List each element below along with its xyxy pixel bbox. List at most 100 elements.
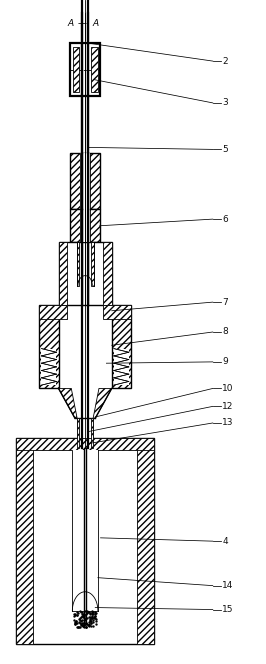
Point (84, 622, 88, 633)
Point (82, 615, 86, 625)
Point (84, 609, 88, 620)
Point (80, 615, 84, 625)
Point (74, 618, 78, 628)
Point (78, 620, 83, 630)
Point (91, 608, 95, 619)
Point (73, 618, 77, 629)
Point (74, 618, 79, 629)
Point (80, 608, 84, 619)
Bar (103, 242, 112, 305)
Point (81, 612, 85, 623)
Bar (112, 305, 131, 388)
Point (88, 616, 92, 626)
Point (89, 618, 93, 628)
Point (73, 610, 77, 621)
Point (88, 614, 92, 624)
Point (73, 609, 77, 620)
Point (89, 606, 94, 617)
Text: 12: 12 (222, 402, 234, 411)
Point (80, 620, 84, 631)
Bar (72, 450, 98, 627)
Bar (80, 153, 90, 209)
Point (87, 617, 92, 627)
Point (74, 607, 79, 618)
Point (82, 620, 86, 630)
Point (82, 620, 86, 630)
Point (88, 614, 93, 625)
Point (91, 617, 95, 627)
Point (91, 607, 95, 618)
Point (92, 612, 96, 623)
Point (87, 621, 91, 631)
Point (82, 612, 86, 622)
Text: 3: 3 (222, 98, 228, 108)
Polygon shape (93, 388, 112, 418)
Bar (80, 209, 90, 242)
Point (81, 618, 85, 628)
Point (79, 612, 83, 622)
Point (79, 616, 84, 626)
Point (90, 613, 94, 623)
Point (76, 622, 80, 632)
Point (85, 620, 90, 630)
Point (90, 606, 94, 617)
Point (90, 615, 95, 625)
Point (80, 607, 85, 618)
Point (90, 612, 95, 623)
Point (92, 612, 96, 622)
Point (82, 615, 87, 625)
Point (82, 611, 86, 622)
Point (79, 606, 83, 617)
Text: 15: 15 (222, 605, 234, 614)
Point (75, 610, 79, 620)
Bar (39, 305, 59, 388)
Point (81, 611, 85, 622)
Point (91, 620, 95, 631)
Point (84, 622, 88, 632)
Point (93, 619, 98, 629)
Bar (16, 438, 154, 644)
Text: —: — (78, 19, 87, 28)
Bar (41, 349, 56, 385)
Point (85, 619, 89, 629)
Point (84, 618, 88, 628)
Point (87, 620, 91, 630)
Bar (73, 47, 79, 92)
Bar (59, 242, 112, 305)
Point (78, 618, 82, 629)
Point (72, 611, 76, 622)
Point (75, 610, 80, 620)
Point (89, 610, 94, 621)
Bar (16, 438, 33, 644)
Point (76, 622, 80, 632)
Point (82, 610, 86, 620)
Point (89, 618, 93, 628)
Point (76, 608, 81, 619)
Point (94, 614, 98, 624)
Point (80, 618, 84, 629)
Bar (39, 305, 67, 319)
Point (77, 616, 81, 627)
Point (81, 621, 85, 631)
Point (82, 620, 86, 630)
Point (81, 609, 85, 620)
Text: A: A (93, 19, 99, 28)
Point (83, 614, 87, 624)
Point (81, 620, 86, 631)
Point (72, 609, 76, 620)
Text: 9: 9 (222, 357, 228, 367)
Text: 5: 5 (222, 145, 228, 154)
Point (88, 609, 93, 620)
Bar (16, 438, 154, 450)
Point (90, 608, 94, 618)
Bar (77, 418, 79, 448)
Polygon shape (59, 388, 77, 418)
Text: 13: 13 (222, 418, 234, 428)
Bar (77, 242, 79, 286)
Bar (59, 242, 67, 305)
Text: 7: 7 (222, 297, 228, 307)
Point (93, 612, 98, 623)
Bar (103, 305, 131, 319)
Point (84, 618, 88, 628)
Text: 10: 10 (222, 384, 234, 393)
